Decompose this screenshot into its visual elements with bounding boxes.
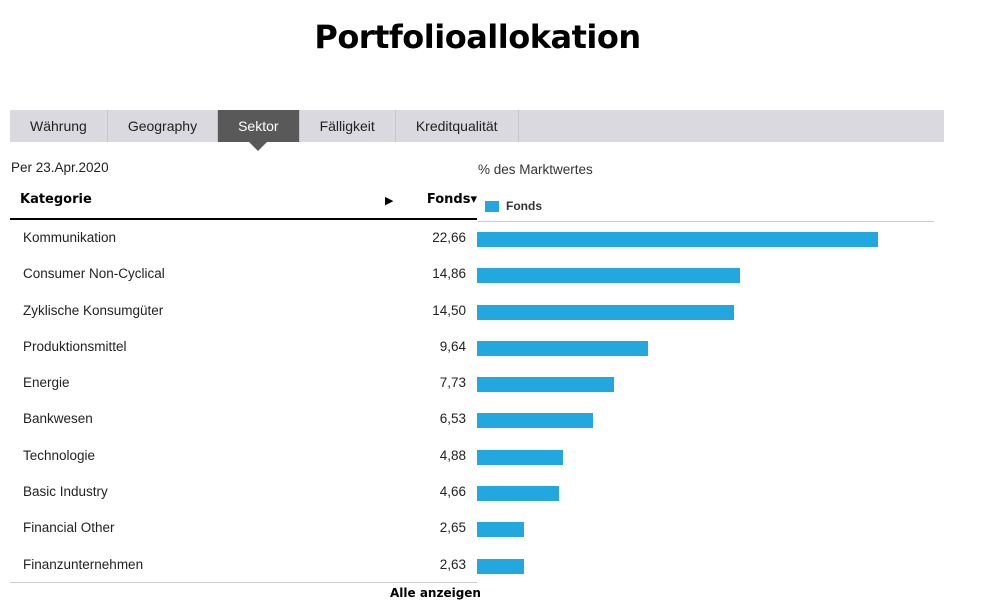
category-name: Technologie <box>23 447 96 463</box>
tab-waehrung[interactable]: Währung <box>10 110 108 142</box>
fund-value: 2,63 <box>439 556 466 572</box>
fund-value: 9,64 <box>439 338 466 354</box>
page-title: Portfolioallokation <box>314 18 641 56</box>
bar <box>477 449 564 465</box>
category-name: Kommunikation <box>23 230 117 245</box>
fund-value: 4,66 <box>439 484 466 500</box>
table-row: Technologie 4,88 <box>10 438 477 474</box>
expand-arrow-icon[interactable]: ▶ <box>385 195 394 207</box>
category-name: Energie <box>23 375 70 391</box>
chart-divider <box>478 221 934 222</box>
category-name: Basic Industry <box>23 484 108 500</box>
category-name: Financial Other <box>23 520 115 536</box>
tab-sektor[interactable]: Sektor <box>218 110 300 151</box>
bar <box>477 377 614 393</box>
fund-value: 6,53 <box>439 411 466 427</box>
table-row: Bankwesen 6,53 <box>10 401 477 437</box>
bar <box>477 304 734 320</box>
show-all-link[interactable]: Alle anzeigen <box>390 586 481 600</box>
fund-value: 14,50 <box>432 302 466 318</box>
table-row: Zyklische Konsumgüter 14,50 <box>10 293 477 329</box>
fund-value: 22,66 <box>432 230 466 245</box>
fund-value: 4,88 <box>439 447 466 463</box>
as-of-date: Per 23.Apr.2020 <box>11 160 109 175</box>
fund-value: 7,73 <box>439 375 466 391</box>
table-row: Consumer Non-Cyclical 14,86 <box>10 256 477 292</box>
tab-faelligkeit[interactable]: Fälligkeit <box>300 110 396 142</box>
chart-axis-label: % des Marktwertes <box>478 162 593 177</box>
column-header-fund-sort[interactable]: Fonds▾ <box>426 192 477 207</box>
table-row: Produktionsmittel 9,64 <box>10 329 477 365</box>
bar <box>477 232 878 247</box>
table-footer-divider <box>10 582 477 583</box>
bar <box>477 413 593 429</box>
bar <box>477 268 740 284</box>
column-header-category[interactable]: Kategorie <box>20 192 92 207</box>
bar <box>477 522 524 538</box>
table-row: Basic Industry 4,66 <box>10 474 477 510</box>
chart-legend: Fonds <box>485 199 542 213</box>
category-name: Bankwesen <box>23 411 93 427</box>
table-header: Kategorie ▶ Fonds▾ <box>10 188 477 220</box>
bar <box>477 558 524 574</box>
bar <box>477 340 648 356</box>
category-name: Produktionsmittel <box>23 338 127 354</box>
fund-value: 14,86 <box>432 266 466 282</box>
category-name: Finanzunternehmen <box>23 556 144 572</box>
category-name: Zyklische Konsumgüter <box>23 302 164 318</box>
category-name: Consumer Non-Cyclical <box>23 266 165 282</box>
allocation-tabs: Währung Geography Sektor Fälligkeit Kred… <box>10 110 944 151</box>
legend-swatch-icon <box>485 200 499 212</box>
table-row: Energie 7,73 <box>10 365 477 401</box>
tab-kreditqualitaet[interactable]: Kreditqualität <box>396 110 519 142</box>
table-body: Kommunikation 22,66 Consumer Non-Cyclical 1… <box>10 220 477 583</box>
table-row: Finanzunternehmen 2,63 <box>10 547 477 583</box>
table-row: Financial Other 2,65 <box>10 510 477 546</box>
table-row: Kommunikation 22,66 <box>10 220 477 256</box>
tab-geography[interactable]: Geography <box>108 110 219 142</box>
fund-value: 2,65 <box>439 520 466 536</box>
legend-label: Fonds <box>506 199 542 213</box>
bar <box>477 486 560 502</box>
